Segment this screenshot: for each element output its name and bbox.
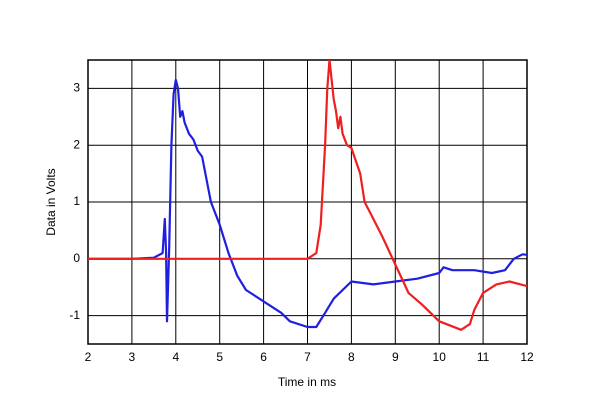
- y-tick-label: 3: [73, 81, 80, 95]
- x-tick-label: 12: [520, 350, 534, 364]
- y-tick-label: -1: [69, 308, 80, 322]
- x-axis-label: Time in ms: [278, 375, 336, 389]
- x-tick-label: 7: [304, 350, 311, 364]
- x-tick-label: 2: [85, 350, 92, 364]
- plot-frame: [87, 59, 528, 345]
- x-tick-label: 5: [216, 350, 223, 364]
- x-tick-label: 3: [129, 350, 136, 364]
- data-line: [88, 60, 527, 331]
- x-tick-label: 9: [392, 350, 399, 364]
- x-tick-label: 11: [477, 350, 490, 364]
- x-tick-label: 6: [260, 350, 267, 364]
- x-tick-label: 10: [433, 350, 447, 364]
- data-line: [88, 78, 527, 329]
- x-tick-label: 4: [172, 350, 179, 364]
- y-axis-label: Data in Volts: [44, 168, 58, 235]
- y-tick-label: 0: [73, 251, 80, 265]
- y-tick-label: 2: [73, 137, 80, 151]
- y-tick-label: 1: [73, 194, 80, 208]
- x-tick-label: 8: [348, 350, 355, 364]
